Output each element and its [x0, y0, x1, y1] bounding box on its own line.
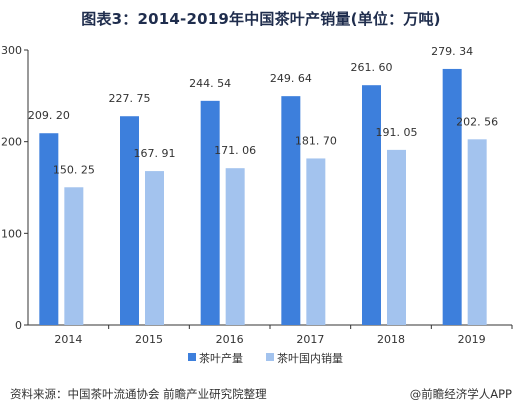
- bar-domestic-sales: [306, 158, 326, 325]
- chart-title: 图表3：2014-2019年中国茶叶产销量(单位：万吨): [81, 10, 441, 28]
- data-label: 227. 75: [109, 92, 151, 105]
- bar-domestic-sales: [64, 187, 84, 325]
- y-tick-label: 300: [1, 44, 22, 57]
- data-label: 181. 70: [295, 134, 337, 147]
- data-label: 244. 54: [189, 77, 231, 90]
- data-label: 171. 06: [214, 144, 256, 157]
- footer: 资料来源：中国茶叶流通协会 前瞻产业研究院整理 @前瞻经济学人APP: [0, 386, 522, 408]
- data-label: 279. 34: [431, 45, 473, 58]
- bar-production: [362, 85, 381, 325]
- bar-production: [120, 116, 139, 326]
- data-label: 202. 56: [456, 115, 498, 128]
- data-label: 209. 20: [28, 109, 70, 122]
- bar-production: [39, 133, 59, 325]
- data-label: 191. 05: [376, 126, 418, 139]
- bar-chart: 0 100 200 300 2014 209. 20 150. 25 2015 227. 75 1…: [1, 44, 513, 365]
- legend-swatch: [266, 353, 274, 361]
- legend-label: 茶叶国内销量: [277, 351, 343, 365]
- x-tick-label: 2015: [135, 333, 163, 346]
- source-note: 资料来源：中国茶叶流通协会 前瞻产业研究院整理: [10, 387, 267, 401]
- y-tick-label: 0: [15, 319, 22, 332]
- legend-label: 茶叶产量: [199, 351, 243, 365]
- bar-production: [442, 68, 462, 326]
- data-label: 249. 64: [270, 72, 312, 85]
- data-label: 261. 60: [351, 61, 393, 74]
- x-tick-label: 2014: [54, 333, 82, 346]
- y-tick-label: 100: [1, 227, 22, 240]
- brand-credit: @前瞻经济学人APP: [409, 387, 512, 401]
- bar-domestic-sales: [225, 168, 245, 325]
- bar-domestic-sales: [467, 139, 487, 325]
- data-label: 167. 91: [134, 147, 176, 160]
- x-tick-label: 2016: [216, 333, 244, 346]
- legend-swatch: [188, 353, 196, 361]
- x-tick-label: 2018: [377, 333, 405, 346]
- bar-production: [281, 96, 301, 325]
- x-tick-label: 2019: [458, 333, 486, 346]
- x-tick-label: 2017: [296, 333, 324, 346]
- bar-domestic-sales: [145, 171, 164, 325]
- data-label: 150. 25: [53, 163, 95, 176]
- bar-production: [200, 100, 220, 325]
- y-tick-label: 200: [1, 136, 22, 149]
- bar-domestic-sales: [387, 149, 406, 325]
